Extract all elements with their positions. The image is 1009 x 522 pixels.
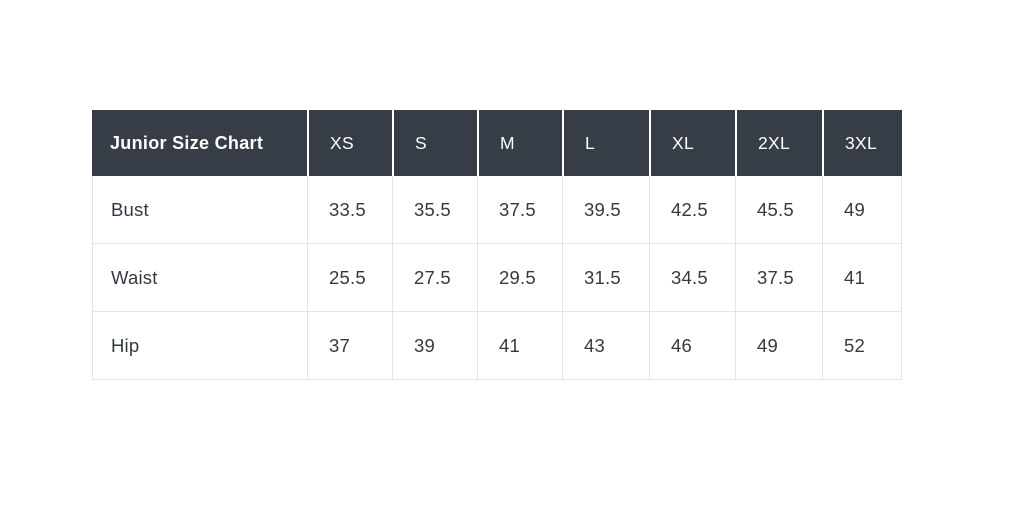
cell-bust-2xl: 45.5: [735, 176, 822, 244]
cell-hip-m: 41: [477, 312, 562, 380]
column-header-s: S: [392, 110, 477, 176]
cell-hip-xs: 37: [307, 312, 392, 380]
cell-hip-s: 39: [392, 312, 477, 380]
column-header-xl: XL: [649, 110, 735, 176]
cell-bust-s: 35.5: [392, 176, 477, 244]
row-label-bust: Bust: [92, 176, 307, 244]
cell-hip-xl: 46: [649, 312, 735, 380]
cell-waist-l: 31.5: [562, 244, 649, 312]
column-header-3xl: 3XL: [822, 110, 902, 176]
row-label-hip: Hip: [92, 312, 307, 380]
column-header-m: M: [477, 110, 562, 176]
cell-bust-m: 37.5: [477, 176, 562, 244]
cell-waist-m: 29.5: [477, 244, 562, 312]
table-body: Bust 33.5 35.5 37.5 39.5 42.5 45.5 49 Wa…: [92, 176, 902, 380]
cell-bust-3xl: 49: [822, 176, 902, 244]
column-header-l: L: [562, 110, 649, 176]
cell-waist-xl: 34.5: [649, 244, 735, 312]
cell-bust-xl: 42.5: [649, 176, 735, 244]
cell-waist-s: 27.5: [392, 244, 477, 312]
table-title: Junior Size Chart: [92, 110, 307, 176]
column-header-2xl: 2XL: [735, 110, 822, 176]
column-header-xs: XS: [307, 110, 392, 176]
table-header: Junior Size Chart XS S M L XL 2XL 3XL: [92, 110, 902, 176]
cell-bust-l: 39.5: [562, 176, 649, 244]
cell-waist-2xl: 37.5: [735, 244, 822, 312]
cell-hip-3xl: 52: [822, 312, 902, 380]
cell-waist-xs: 25.5: [307, 244, 392, 312]
header-row: Junior Size Chart XS S M L XL 2XL 3XL: [92, 110, 902, 176]
cell-waist-3xl: 41: [822, 244, 902, 312]
junior-size-chart-table: Junior Size Chart XS S M L XL 2XL 3XL Bu…: [92, 110, 902, 380]
table-row-waist: Waist 25.5 27.5 29.5 31.5 34.5 37.5 41: [92, 244, 902, 312]
cell-bust-xs: 33.5: [307, 176, 392, 244]
cell-hip-l: 43: [562, 312, 649, 380]
row-label-waist: Waist: [92, 244, 307, 312]
table-row-hip: Hip 37 39 41 43 46 49 52: [92, 312, 902, 380]
cell-hip-2xl: 49: [735, 312, 822, 380]
table-row-bust: Bust 33.5 35.5 37.5 39.5 42.5 45.5 49: [92, 176, 902, 244]
